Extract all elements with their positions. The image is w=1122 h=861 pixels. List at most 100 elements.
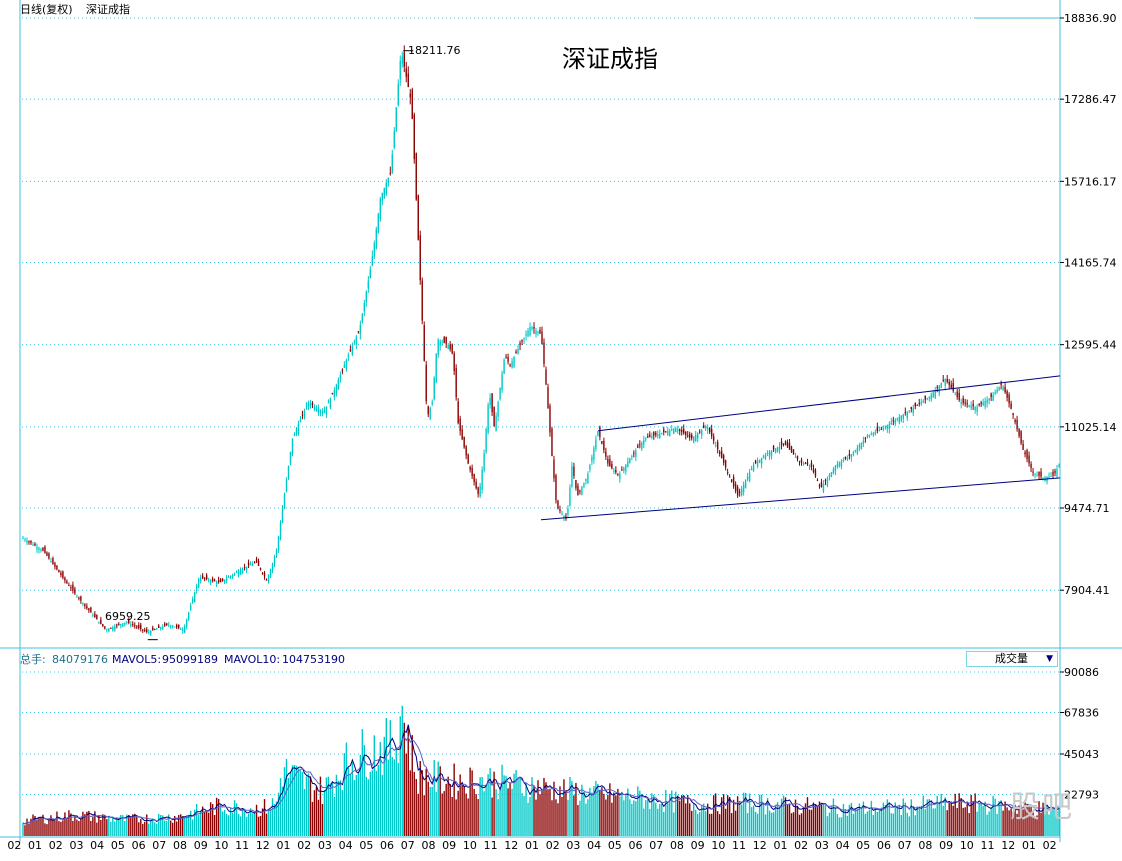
volume-bar — [92, 817, 94, 836]
volume-bar — [46, 824, 48, 836]
candle-body — [379, 198, 382, 219]
month-label: 03 — [69, 839, 83, 852]
volume-bar — [992, 795, 994, 836]
volume-bar — [976, 811, 978, 836]
instrument-label: 深证成指 — [86, 3, 130, 16]
indicator-select[interactable]: 成交量 ▼ — [966, 651, 1058, 667]
volume-bar — [431, 786, 433, 836]
candle-body — [675, 428, 677, 433]
month-label: 08 — [918, 839, 932, 852]
volume-bar — [742, 792, 745, 836]
volume-bar — [1056, 810, 1058, 836]
candle-body — [539, 329, 541, 334]
volume-bar — [982, 806, 984, 836]
volume-bar — [776, 802, 779, 836]
candle-body — [241, 568, 244, 573]
candle-body — [465, 446, 467, 456]
volume-bar — [595, 780, 597, 836]
volume-bar — [343, 753, 346, 836]
volume-bar — [172, 822, 174, 836]
candle-body — [928, 396, 930, 399]
volume-bar — [824, 805, 827, 836]
month-label: 02 — [49, 839, 63, 852]
volume-bar — [547, 789, 549, 836]
volume-bar — [954, 793, 956, 836]
candle-body — [197, 578, 200, 588]
candle-body — [473, 474, 475, 482]
candle-body — [545, 369, 547, 385]
volume-bar — [543, 777, 545, 836]
candle-body — [854, 450, 857, 452]
volume-bar — [768, 810, 771, 836]
candle-body — [790, 446, 793, 453]
candle-body — [415, 153, 417, 200]
volume-bar — [76, 819, 78, 836]
candle-body — [1048, 476, 1050, 479]
volume-bar — [263, 799, 266, 836]
candle-body — [365, 291, 368, 303]
candle-body — [748, 472, 751, 482]
volume-bar — [391, 757, 393, 836]
candle-body — [1016, 419, 1018, 430]
candle-body — [519, 343, 521, 345]
candle-body — [920, 402, 922, 404]
volume-bar — [377, 764, 380, 836]
volume-bar — [890, 813, 893, 836]
candle-body — [746, 476, 749, 480]
volume-bar — [427, 781, 429, 836]
candle-body — [956, 391, 958, 397]
volume-bar — [804, 803, 807, 836]
candle-body — [912, 407, 914, 414]
volume-bar — [800, 813, 803, 836]
volume-bar — [940, 793, 942, 836]
candle-body — [245, 566, 248, 571]
candle-body — [377, 213, 380, 233]
volume-bar — [930, 801, 932, 836]
volume-bar — [267, 810, 270, 836]
candle-body — [193, 592, 196, 603]
candle-body — [960, 402, 962, 405]
candle-body — [337, 379, 340, 390]
candle-body — [237, 570, 240, 576]
volume-bar — [531, 777, 533, 836]
volume-bar — [313, 790, 316, 836]
volume-bar — [826, 816, 829, 836]
candle-body — [826, 478, 829, 486]
candle-body — [76, 595, 78, 597]
month-label: 08 — [173, 839, 187, 852]
volume-bar — [796, 805, 799, 836]
month-label: 11 — [981, 839, 995, 852]
candle-body — [657, 434, 659, 437]
candle-body — [391, 154, 393, 173]
candle-body — [339, 374, 342, 380]
triangle-down-icon[interactable]: ▼ — [1046, 654, 1053, 664]
volume-bar — [716, 811, 719, 836]
month-label: 11 — [732, 839, 746, 852]
candle-body — [892, 420, 895, 422]
volume-bar — [203, 811, 206, 836]
candle-body — [451, 344, 453, 354]
candle-body — [930, 394, 932, 400]
candle-body — [629, 458, 631, 464]
candle-body — [255, 558, 258, 563]
candle-body — [641, 442, 643, 449]
volume-bar — [918, 808, 920, 836]
volume-bar — [407, 725, 409, 836]
volume-bar — [509, 782, 511, 836]
volume-bar — [409, 770, 411, 836]
candle-body — [679, 429, 681, 431]
volume-bar — [68, 810, 70, 836]
candle-body — [299, 419, 302, 423]
candle-body — [70, 587, 72, 589]
volume-bar — [170, 820, 172, 836]
volume-bar — [164, 820, 166, 836]
volume-bar — [718, 814, 721, 836]
volume-bar — [211, 804, 214, 836]
candle-body — [315, 407, 318, 411]
candle-body — [144, 629, 146, 632]
candle-body — [988, 398, 990, 401]
volume-bar — [160, 814, 162, 836]
volume-bar — [209, 802, 212, 836]
volume-bar — [281, 786, 284, 836]
